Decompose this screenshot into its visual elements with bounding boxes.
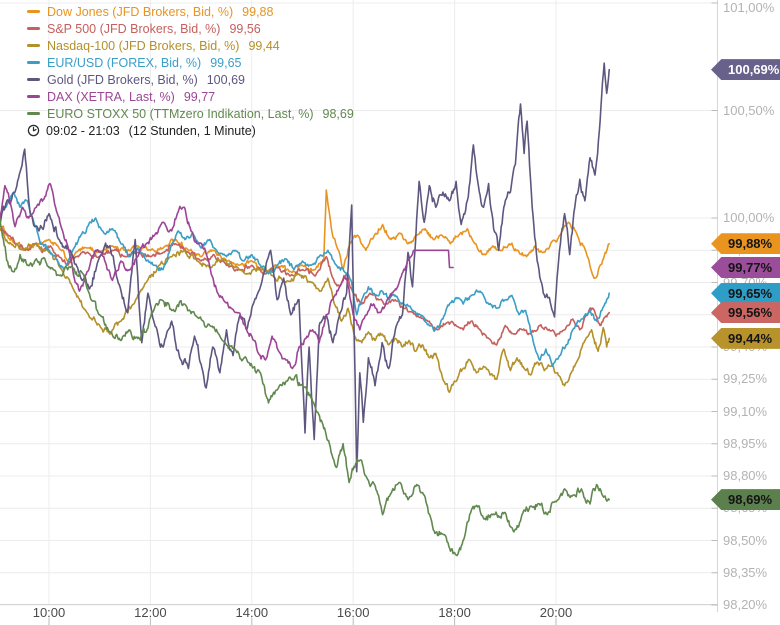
price-tag: 100,69%: [711, 59, 780, 81]
series-color-dash-icon: [27, 95, 40, 98]
series-label: EUR/USD (FOREX, Bid, %): [47, 55, 202, 70]
price-tag: 99,88%: [711, 233, 780, 255]
time-range-label: 09:02 - 21:03: [46, 123, 120, 138]
price-tag: 99,56%: [711, 302, 780, 324]
series-label: EURO STOXX 50 (TTMzero Indikation, Last,…: [47, 106, 314, 121]
series-color-dash-icon: [27, 44, 40, 47]
y-axis-label: 98,50%: [723, 532, 768, 548]
legend-item-eur-usd[interactable]: EUR/USD (FOREX, Bid, %) 99,65: [27, 54, 354, 71]
series-last-value: 98,69: [322, 106, 354, 121]
series-label: S&P 500 (JFD Brokers, Bid, %): [47, 21, 221, 36]
legend-time-row: 09:02 - 21:03 (12 Stunden, 1 Minute): [27, 122, 354, 139]
x-axis-label: 14:00: [235, 605, 269, 620]
legend-item-euro[interactable]: EURO STOXX 50 (TTMzero Indikation, Last,…: [27, 105, 354, 122]
series-color-dash-icon: [27, 61, 40, 64]
x-axis-label: 10:00: [32, 605, 66, 620]
series-line-dow-jones[interactable]: [0, 189, 610, 279]
series-last-value: 99,65: [210, 55, 242, 70]
price-tag: 99,65%: [711, 282, 780, 304]
legend: Dow Jones (JFD Brokers, Bid, %) 99,88 S&P …: [27, 3, 354, 139]
x-axis-label: 18:00: [438, 605, 471, 620]
series-color-dash-icon: [27, 10, 40, 13]
x-axis-label: 20:00: [539, 605, 573, 620]
time-detail-label: (12 Stunden, 1 Minute): [128, 123, 256, 138]
legend-series-rows: Dow Jones (JFD Brokers, Bid, %) 99,88 S&P …: [27, 3, 354, 122]
series-line-dax[interactable]: [0, 182, 454, 370]
series-last-value: 99,44: [248, 38, 280, 53]
x-axis-label: 12:00: [134, 605, 167, 620]
legend-item-dow[interactable]: Dow Jones (JFD Brokers, Bid, %) 99,88: [27, 3, 354, 20]
price-tag: 99,77%: [711, 256, 780, 278]
y-axis-label: 101,00%: [723, 0, 775, 15]
series-last-value: 100,69: [206, 72, 245, 87]
y-axis-label: 100,50%: [723, 102, 775, 118]
series-color-dash-icon: [27, 112, 40, 115]
series-label: Gold (JFD Brokers, Bid, %): [47, 72, 198, 87]
series-label: DAX (XETRA, Last, %): [47, 89, 175, 104]
price-tag: 99,44%: [711, 327, 780, 349]
price-tag: 98,69%: [711, 489, 780, 511]
y-axis-label: 98,35%: [723, 564, 768, 580]
x-axis-label: 16:00: [336, 605, 370, 620]
y-axis-label: 98,20%: [723, 597, 768, 612]
y-axis-label: 98,95%: [723, 435, 768, 451]
legend-item-dax[interactable]: DAX (XETRA, Last, %) 99,77: [27, 88, 354, 105]
legend-item-nasdaq-100[interactable]: Nasdaq-100 (JFD Brokers, Bid, %) 99,44: [27, 37, 354, 54]
y-axis-label: 98,80%: [723, 468, 768, 483]
series-last-value: 99,56: [229, 21, 261, 36]
y-axis-label: 100,00%: [723, 210, 775, 225]
series-label: Nasdaq-100 (JFD Brokers, Bid, %): [47, 38, 240, 53]
legend-item-gold[interactable]: Gold (JFD Brokers, Bid, %) 100,69: [27, 71, 354, 88]
series-last-value: 99,77: [183, 89, 216, 104]
series-line-nasdaq-100[interactable]: [0, 227, 610, 393]
clock-icon: [27, 124, 40, 137]
y-axis-label: 99,10%: [723, 403, 768, 419]
series-line-eur-usd[interactable]: [0, 191, 610, 368]
series-label: Dow Jones (JFD Brokers, Bid, %): [47, 4, 234, 19]
series-line-euro-stoxx-50[interactable]: [0, 217, 610, 557]
legend-item-s-p[interactable]: S&P 500 (JFD Brokers, Bid, %) 99,56: [27, 20, 354, 37]
series-line-s-p-500[interactable]: [0, 223, 610, 346]
y-axis-label: 99,25%: [723, 371, 768, 387]
series-color-dash-icon: [27, 27, 40, 30]
series-last-value: 99,88: [242, 4, 274, 19]
series-color-dash-icon: [27, 78, 40, 81]
